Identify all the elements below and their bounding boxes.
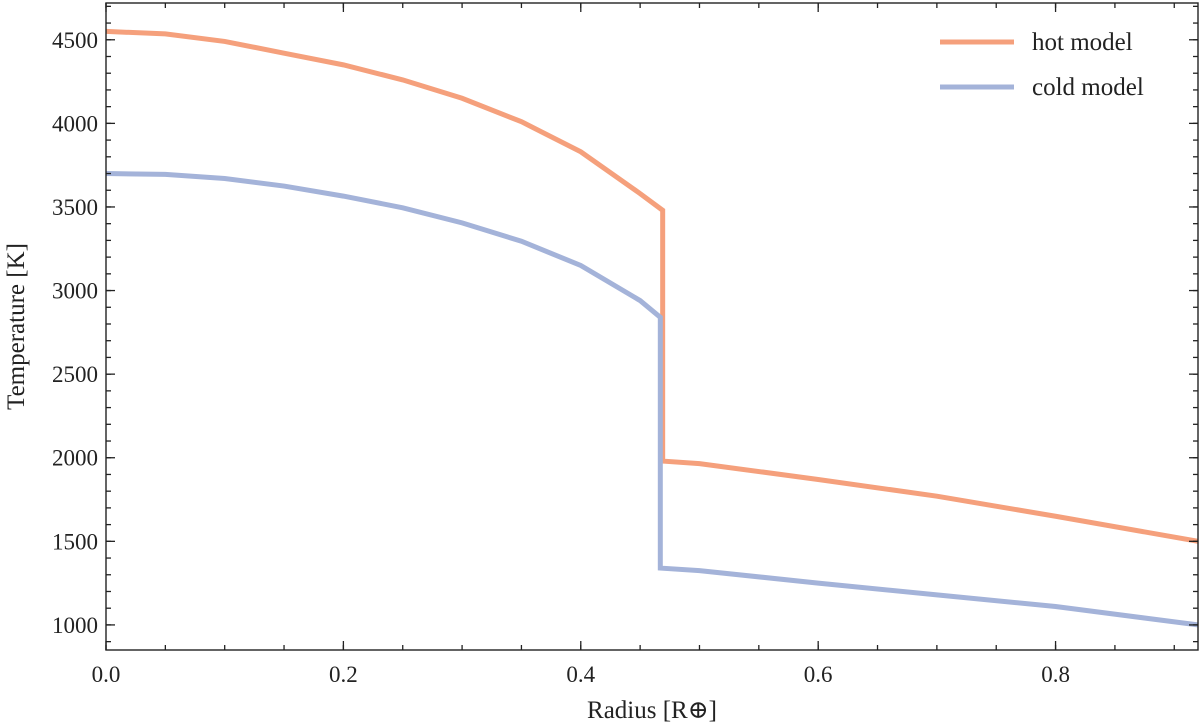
y-tick-label: 4000 <box>52 111 98 136</box>
x-tick-label: 0.4 <box>566 662 595 687</box>
y-axis-label: Temperature [K] <box>3 243 30 410</box>
plot-frame <box>105 2 1199 651</box>
y-tick-label: 1000 <box>52 613 98 638</box>
x-tick-label: 0.0 <box>92 662 121 687</box>
series-line-hot-model <box>106 28 1198 544</box>
y-tick-label: 1500 <box>52 529 98 554</box>
series-layer <box>106 28 1198 628</box>
ticks-layer: 0.0 0.2 0.4 0.6 0.8 1000 1500 2000 2500 3000 3500 4… <box>52 3 1198 687</box>
x-tick-label: 0.6 <box>804 662 833 687</box>
x-axis-label: Radius [R⊕] <box>587 697 717 724</box>
legend-label-hot-model: hot model <box>1032 29 1133 56</box>
series-line-cold-model <box>106 171 1198 628</box>
legend: hot model cold model <box>940 29 1144 101</box>
y-tick-label: 2000 <box>52 446 98 471</box>
y-tick-label: 3000 <box>52 279 98 304</box>
legend-label-cold-model: cold model <box>1032 74 1144 101</box>
x-tick-label: 0.2 <box>329 662 358 687</box>
y-tick-label: 3500 <box>52 195 98 220</box>
y-tick-label: 4500 <box>52 28 98 53</box>
y-tick-label: 2500 <box>52 362 98 387</box>
x-tick-label: 0.8 <box>1041 662 1070 687</box>
